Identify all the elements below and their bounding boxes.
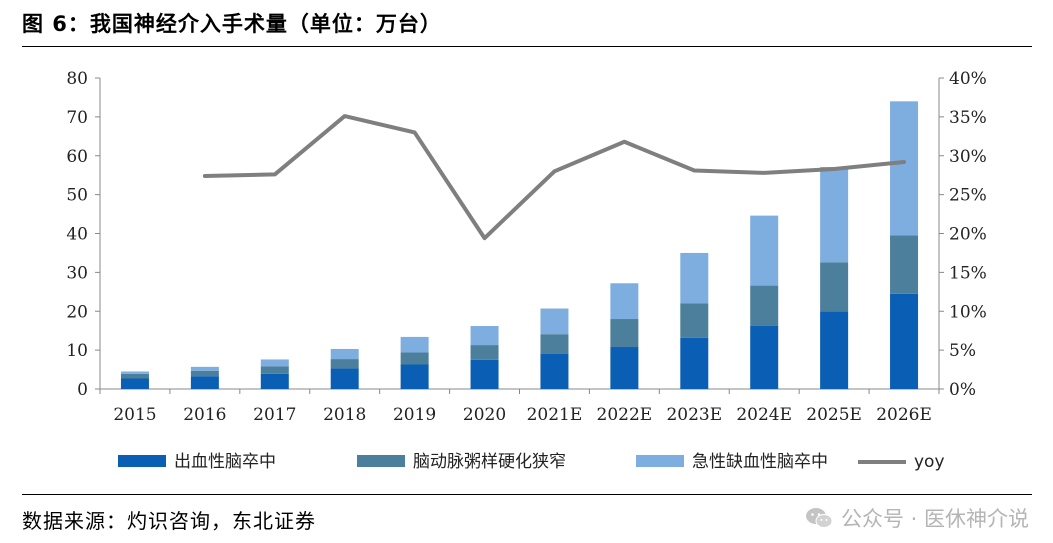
y-right-tick-label: 30% <box>949 147 987 167</box>
x-tick-label: 2017 <box>253 405 296 425</box>
bar-segment <box>680 252 709 304</box>
x-tick-label: 2015 <box>113 405 156 425</box>
y-right-tick-label: 20% <box>949 225 987 245</box>
bar-segment <box>540 334 569 354</box>
y-right-tick-label: 35% <box>949 108 987 128</box>
x-tick-label: 2023E <box>666 405 722 425</box>
x-tick-label: 2020 <box>463 405 506 425</box>
watermark-text: 公众号 · 医休神介说 <box>840 507 1029 531</box>
bar-segment <box>120 373 149 379</box>
bar-segment <box>750 215 779 286</box>
bar-segment <box>400 364 429 389</box>
legend-swatch <box>118 455 166 467</box>
bar-segment <box>540 353 569 389</box>
x-tick-label: 2022E <box>597 405 653 425</box>
bar-segment <box>470 359 499 389</box>
bar-segment <box>260 373 289 389</box>
chart-area: 0 10 20 30 40 50 60 70 80 0% 5% 10% 15% 20% 25% 30% 35% 4… <box>66 69 987 472</box>
bar-segment <box>470 326 499 346</box>
bar-segment <box>260 366 289 374</box>
bar-segment <box>890 235 919 294</box>
bar-segment <box>330 359 359 369</box>
title-rule <box>22 46 1032 47</box>
bar-segment <box>400 336 429 353</box>
bar-segment <box>680 337 709 389</box>
legend-swatch <box>357 455 405 467</box>
bar-segment <box>610 283 639 320</box>
bar-segment <box>820 311 849 389</box>
y-right-tick-label: 10% <box>949 302 987 322</box>
y-left-tick-label: 60 <box>66 147 88 167</box>
bar-segment <box>680 303 709 338</box>
legend-label: 脑动脉粥样硬化狭窄 <box>413 452 566 472</box>
y-left-tick-label: 40 <box>66 225 88 245</box>
bar-segment <box>190 366 219 371</box>
x-tick-label: 2018 <box>323 405 366 425</box>
bar-segment <box>750 325 779 389</box>
bar-segment <box>330 348 359 360</box>
bar-segment <box>190 376 219 389</box>
y-left-tick-label: 70 <box>66 108 88 128</box>
wechat-icon <box>805 508 833 528</box>
yoy-line <box>202 114 907 241</box>
y-left-tick-label: 80 <box>66 69 88 89</box>
y-left-tick-label: 30 <box>66 263 88 283</box>
x-tick-label: 2021E <box>527 405 583 425</box>
y-right-tick-label: 5% <box>949 341 976 361</box>
bar-segment <box>750 285 779 326</box>
bar-segment <box>820 167 849 263</box>
legend-label: yoy <box>914 452 945 472</box>
y-left-tick-label: 50 <box>66 186 88 206</box>
watermark: 公众号 · 医休神介说 <box>805 503 1029 533</box>
footer-rule <box>22 494 1032 495</box>
bar-segment <box>610 347 639 389</box>
bar-segment <box>820 262 849 312</box>
y-right-tick-label: 0% <box>949 380 976 400</box>
bar-segment <box>190 370 219 377</box>
bar-segment <box>540 308 569 335</box>
bar-segment <box>260 359 289 367</box>
bar-segment <box>330 368 359 389</box>
bar-segment <box>890 293 919 389</box>
y-left-tick-label: 10 <box>66 341 88 361</box>
legend-label: 急性缺血性脑卒中 <box>692 452 828 472</box>
y-right-tick-label: 15% <box>949 263 987 283</box>
y-right-tick-label: 25% <box>949 186 987 206</box>
y-right-tick-label: 40% <box>949 69 987 89</box>
x-tick-label: 2019 <box>393 405 436 425</box>
bar-segment <box>470 345 499 360</box>
legend-swatch <box>636 455 684 467</box>
bar-segment <box>890 101 919 236</box>
x-tick-label: 2024E <box>736 405 792 425</box>
bar-segment <box>120 371 149 374</box>
bar-segment <box>400 352 429 365</box>
bar-segment <box>120 378 149 389</box>
x-tick-label: 2025E <box>806 405 862 425</box>
y-left-tick-label: 20 <box>66 302 88 322</box>
chart-title: 图 6：我国神经介入手术量（单位：万台） <box>22 12 442 36</box>
x-tick-label: 2026E <box>876 405 932 425</box>
data-source: 数据来源：灼识咨询，东北证券 <box>22 509 316 533</box>
legend-label: 出血性脑卒中 <box>174 452 276 472</box>
bar-segment <box>610 319 639 348</box>
y-left-tick-label: 0 <box>77 380 88 400</box>
x-tick-label: 2016 <box>183 405 226 425</box>
